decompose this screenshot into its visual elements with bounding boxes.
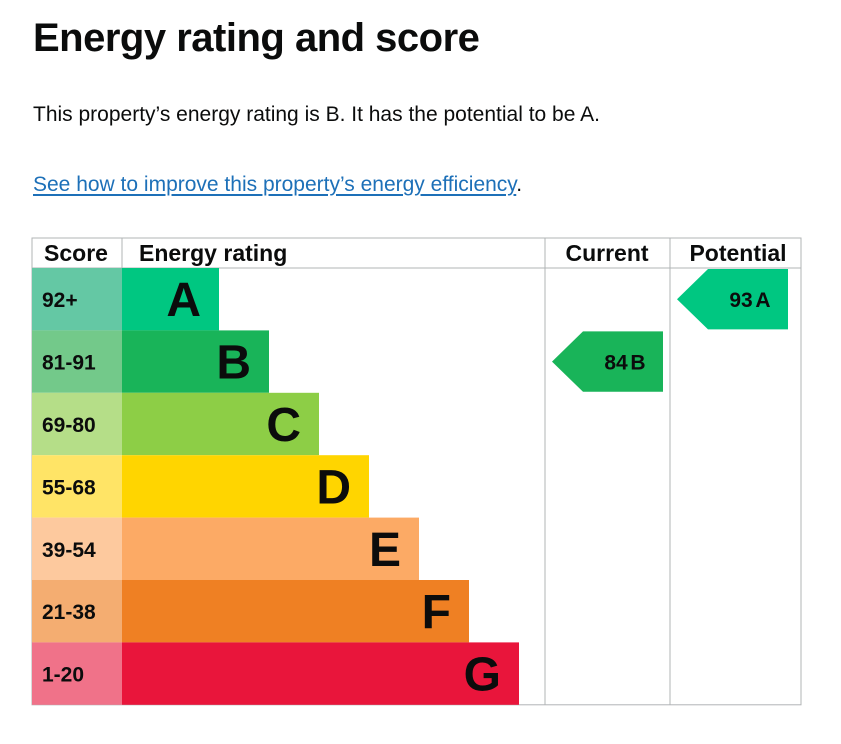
potential-arrow (677, 269, 788, 330)
column-header: Energy rating (139, 240, 287, 266)
current-score-value: 84 (604, 352, 628, 375)
score-range-label: 39-54 (42, 539, 96, 562)
score-cell (32, 330, 122, 393)
score-range-label: 1-20 (42, 664, 84, 687)
improve-efficiency-link[interactable]: See how to improve this property’s energ… (33, 173, 517, 196)
score-cell (32, 455, 122, 518)
score-range-label: 92+ (42, 289, 78, 312)
rating-summary: This property’s energy rating is B. It h… (33, 103, 600, 126)
rating-letter: F (422, 586, 451, 639)
rating-bar (122, 455, 369, 518)
current-arrow (552, 331, 663, 392)
current-rating-letter: B (630, 352, 645, 375)
rating-letter: E (369, 524, 401, 577)
score-cell (32, 642, 122, 705)
rating-bar (122, 642, 519, 705)
rating-bar (122, 268, 219, 331)
score-range-label: 21-38 (42, 601, 96, 624)
score-cell (32, 580, 122, 643)
rating-bar (122, 392, 319, 456)
improve-link-line: See how to improve this property’s energ… (33, 170, 522, 200)
rating-bar (122, 580, 469, 643)
rating-letter: G (464, 649, 501, 702)
rating-letter: C (266, 399, 301, 452)
column-header: Score (44, 240, 108, 266)
score-cell (32, 268, 122, 331)
score-cell (32, 392, 122, 456)
potential-score-value: 93 (729, 289, 752, 312)
rating-letter: D (316, 461, 351, 514)
score-range-label: 55-68 (42, 476, 96, 499)
rating-bar (122, 330, 269, 393)
column-header: Current (565, 240, 648, 266)
column-header: Potential (689, 240, 786, 266)
score-range-label: 81-91 (42, 352, 96, 375)
score-range-label: 69-80 (42, 414, 96, 437)
score-cell (32, 517, 122, 580)
potential-rating-letter: A (755, 289, 770, 312)
link-suffix: . (516, 173, 523, 196)
rating-bar (122, 517, 419, 580)
rating-letter: A (166, 274, 201, 327)
rating-letter: B (216, 337, 251, 390)
page-title: Energy rating and score (33, 16, 480, 60)
